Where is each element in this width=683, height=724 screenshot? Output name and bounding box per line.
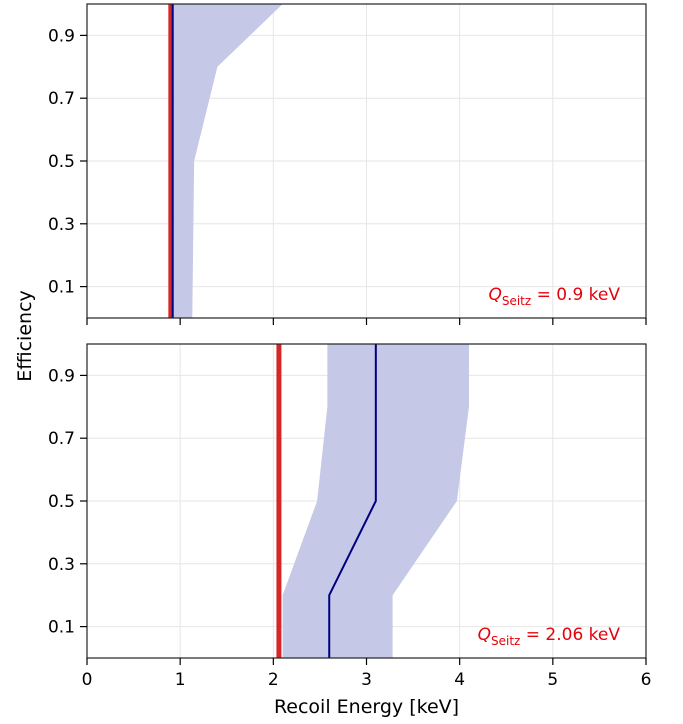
top-panel: 0.1 0.3 0.5 0.7 0.9 QSeitz = 0.9 keV	[48, 3, 647, 325]
y-tick-label: 0.3	[48, 555, 75, 575]
y-tick-label: 0.1	[48, 278, 75, 298]
median-line	[328, 344, 377, 658]
x-tick-label: 5	[547, 670, 558, 690]
y-tick-label: 0.7	[48, 429, 75, 449]
x-tick-label: 4	[454, 670, 465, 690]
threshold-annotation: QSeitz = 2.06 keV	[478, 625, 621, 648]
x-tick-label: 3	[361, 670, 372, 690]
uncertainty-band	[170, 4, 283, 318]
x-tick-label: 6	[641, 670, 652, 690]
y-tick-label: 0.9	[48, 366, 75, 386]
threshold-annotation: QSeitz = 0.9 keV	[488, 285, 620, 308]
x-axis-label: Recoil Energy [keV]	[274, 696, 459, 718]
y-tick-label: 0.7	[48, 89, 75, 109]
y-tick-label: 0.9	[48, 26, 75, 46]
y-tick-label: 0.3	[48, 215, 75, 235]
x-tick-label: 2	[268, 670, 279, 690]
bottom-panel: 0.1 0.3 0.5 0.7 0.9 0 1 2 3 4 5 6 QSeitz = 2.06 keV	[48, 343, 652, 690]
y-axis-label: Efficiency	[14, 290, 36, 382]
y-tick-label: 0.5	[48, 492, 75, 512]
y-tick-label: 0.1	[48, 618, 75, 638]
y-tick-label: 0.5	[48, 152, 75, 172]
x-tick-label: 0	[82, 670, 93, 690]
x-tick-label: 1	[175, 670, 186, 690]
